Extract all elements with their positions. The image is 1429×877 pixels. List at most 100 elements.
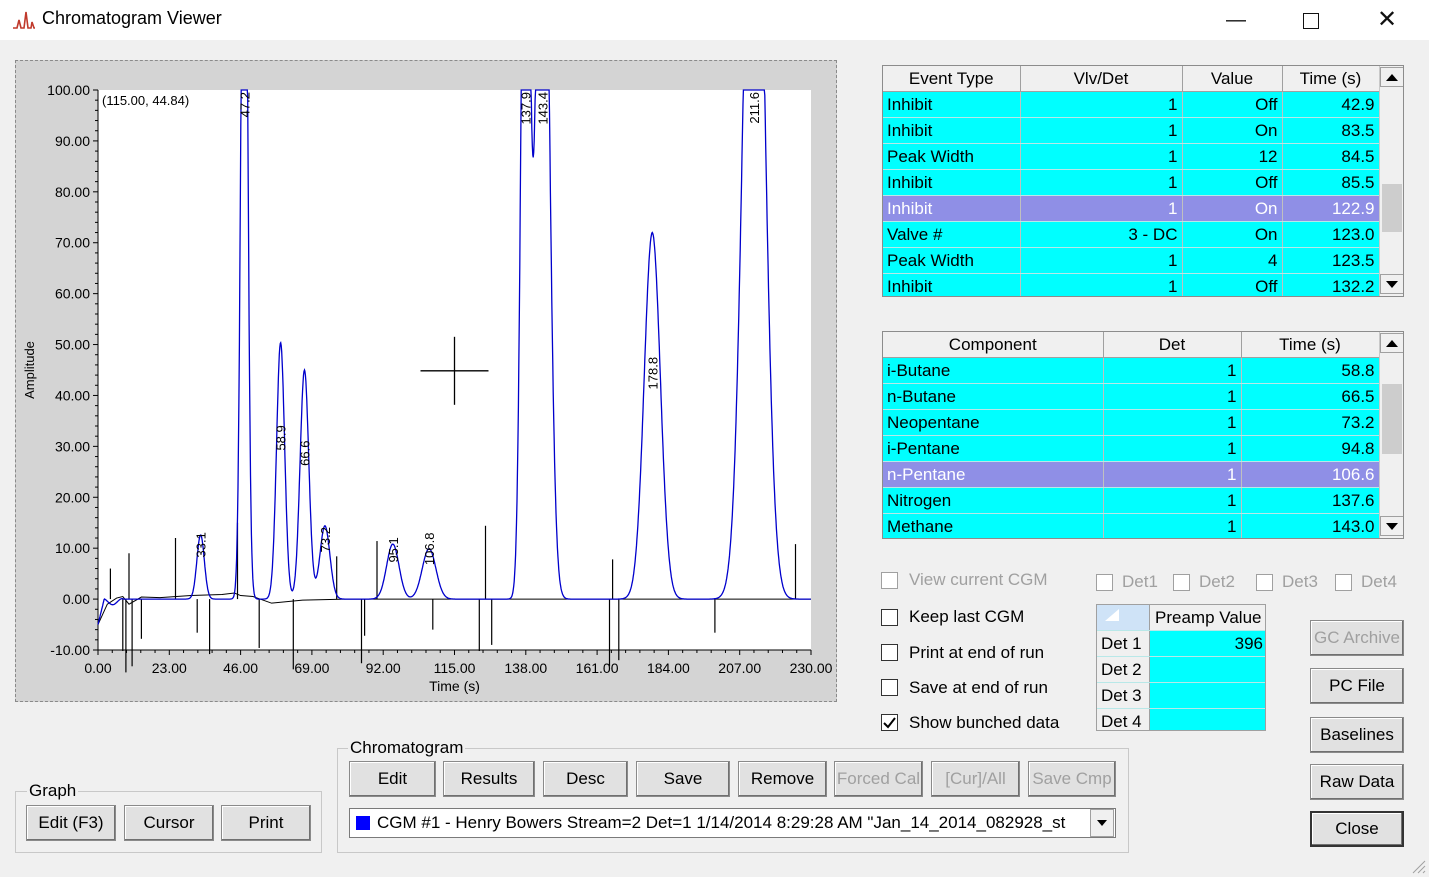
close-window-button[interactable]: ✕ [1376, 6, 1398, 33]
event-cell[interactable]: Off [1182, 273, 1283, 296]
component-cell[interactable]: 1 [1103, 383, 1242, 410]
cur-all-button[interactable]: [Cur]/All [931, 761, 1020, 797]
event-cell[interactable]: 132.2 [1282, 273, 1380, 296]
raw-data-button[interactable]: Raw Data [1310, 764, 1404, 800]
event-cell[interactable]: On [1182, 195, 1283, 222]
event-row[interactable]: Valve #3 - DC On 123.0 [883, 221, 1380, 248]
scroll-down-icon[interactable] [1380, 274, 1403, 294]
event-cell[interactable]: Valve # [883, 221, 1021, 248]
component-row[interactable]: Neopentane 1 73.2 [883, 409, 1380, 436]
event-row[interactable]: Peak Width 1 12 84.5 [883, 143, 1380, 170]
preamp-value-cell[interactable]: 396 [1149, 630, 1265, 657]
component-column-header[interactable]: Time (s) [1241, 332, 1380, 358]
baselines-button[interactable]: Baselines [1310, 717, 1404, 753]
component-row[interactable]: Methane 1 143.0 [883, 513, 1380, 538]
component-cell[interactable]: 137.6 [1241, 487, 1380, 514]
event-cell[interactable]: Off [1182, 91, 1283, 118]
event-cell[interactable]: Inhibit [883, 273, 1021, 296]
det4-checkbox[interactable] [1335, 574, 1352, 591]
preamp-table[interactable]: Preamp Value Det 1 396 Det 2 Det 3 Det 4 [1096, 604, 1266, 731]
preamp-value-cell[interactable] [1149, 682, 1265, 709]
save-cmp-button[interactable]: Save Cmp [1028, 761, 1116, 797]
event-row[interactable]: Inhibit 1 On 83.5 [883, 117, 1380, 144]
component-cell[interactable]: i-Butane [883, 357, 1104, 384]
component-cell[interactable]: 58.8 [1241, 357, 1380, 384]
events-table[interactable]: Event Type Vlv/Det Value Time (s) Inhibit 1 O… [882, 65, 1404, 297]
component-cell[interactable]: 1 [1103, 357, 1242, 384]
det2-checkbox[interactable] [1173, 574, 1190, 591]
event-cell[interactable]: 84.5 [1282, 143, 1380, 170]
component-cell[interactable]: i-Pentane [883, 435, 1104, 462]
component-cell[interactable]: n-Butane [883, 383, 1104, 410]
event-cell[interactable]: 1 [1020, 169, 1183, 196]
component-row[interactable]: i-Pentane 1 94.8 [883, 435, 1380, 462]
event-cell[interactable]: 123.0 [1282, 221, 1380, 248]
maximize-button[interactable] [1281, 0, 1341, 40]
component-row[interactable]: n-Pentane 1 106.6 [883, 461, 1380, 488]
chromatogram-chart[interactable]: 100.00 90.00 80.00 70.00 60.00 50.00 40.00 30.0… [16, 61, 838, 703]
gc-archive-button[interactable]: GC Archive [1310, 620, 1404, 656]
component-cell[interactable]: 1 [1103, 487, 1242, 514]
component-row[interactable]: Nitrogen 1 137.6 [883, 487, 1380, 514]
event-cell[interactable]: 122.9 [1282, 195, 1380, 222]
forced-cal-button[interactable]: Forced Cal [834, 761, 923, 797]
save-end-run-checkbox[interactable] [881, 679, 898, 696]
event-cell[interactable]: 1 [1020, 91, 1183, 118]
preamp-value-cell[interactable] [1149, 656, 1265, 683]
close-button[interactable]: Close [1310, 811, 1404, 847]
event-column-header[interactable]: Time (s) [1282, 66, 1380, 92]
event-row[interactable]: Inhibit 1 Off 132.2 [883, 273, 1380, 296]
event-column-header[interactable]: Vlv/Det [1020, 66, 1183, 92]
component-cell[interactable]: 66.5 [1241, 383, 1380, 410]
event-cell[interactable]: 83.5 [1282, 117, 1380, 144]
event-cell[interactable]: 1 [1020, 247, 1183, 274]
det1-checkbox[interactable] [1096, 574, 1113, 591]
component-column-header[interactable]: Det [1103, 332, 1242, 358]
resize-grip-icon[interactable] [1410, 858, 1426, 874]
component-cell[interactable]: 1 [1103, 409, 1242, 436]
event-cell[interactable]: On [1182, 117, 1283, 144]
components-scrollbar[interactable] [1379, 332, 1403, 538]
event-cell[interactable]: 85.5 [1282, 169, 1380, 196]
component-cell[interactable]: Nitrogen [883, 487, 1104, 514]
component-cell[interactable]: 94.8 [1241, 435, 1380, 462]
event-row[interactable]: Inhibit 1 On 122.9 [883, 195, 1380, 222]
cgm-select-dropdown[interactable]: CGM #1 - Henry Bowers Stream=2 Det=1 1/1… [349, 808, 1116, 838]
remove-button[interactable]: Remove [738, 761, 827, 797]
component-row[interactable]: i-Butane 1 58.8 [883, 357, 1380, 384]
component-cell[interactable]: 1 [1103, 513, 1242, 538]
scroll-up-icon[interactable] [1380, 333, 1403, 353]
view-current-cgm-checkbox[interactable] [881, 572, 898, 589]
chart-panel[interactable]: 100.00 90.00 80.00 70.00 60.00 50.00 40.00 30.0… [15, 60, 837, 702]
component-cell[interactable]: 1 [1103, 435, 1242, 462]
event-cell[interactable]: Inhibit [883, 117, 1021, 144]
chevron-down-icon[interactable] [1090, 809, 1114, 837]
event-row[interactable]: Inhibit 1 Off 42.9 [883, 91, 1380, 118]
event-row[interactable]: Inhibit 1 Off 85.5 [883, 169, 1380, 196]
preamp-value-cell[interactable] [1149, 708, 1265, 730]
component-cell[interactable]: 106.6 [1241, 461, 1380, 488]
event-cell[interactable]: Inhibit [883, 91, 1021, 118]
component-cell[interactable]: n-Pentane [883, 461, 1104, 488]
event-cell[interactable]: 4 [1182, 247, 1283, 274]
event-column-header[interactable]: Value [1182, 66, 1283, 92]
graph-edit-button[interactable]: Edit (F3) [26, 805, 116, 841]
desc-button[interactable]: Desc [543, 761, 628, 797]
component-cell[interactable]: 143.0 [1241, 513, 1380, 538]
results-button[interactable]: Results [443, 761, 535, 797]
event-cell[interactable]: 1 [1020, 143, 1183, 170]
component-cell[interactable]: 1 [1103, 461, 1242, 488]
event-column-header[interactable]: Event Type [883, 66, 1021, 92]
show-bunched-checkbox[interactable] [881, 714, 898, 731]
component-cell[interactable]: Neopentane [883, 409, 1104, 436]
scroll-down-icon[interactable] [1380, 516, 1403, 536]
event-cell[interactable]: 1 [1020, 117, 1183, 144]
keep-last-cgm-checkbox[interactable] [881, 609, 898, 626]
print-button[interactable]: Print [221, 805, 311, 841]
event-cell[interactable]: 1 [1020, 195, 1183, 222]
cursor-button[interactable]: Cursor [124, 805, 214, 841]
minimize-button[interactable]: — [1226, 9, 1246, 31]
component-row[interactable]: n-Butane 1 66.5 [883, 383, 1380, 410]
event-cell[interactable]: 12 [1182, 143, 1283, 170]
cgm-edit-button[interactable]: Edit [349, 761, 436, 797]
